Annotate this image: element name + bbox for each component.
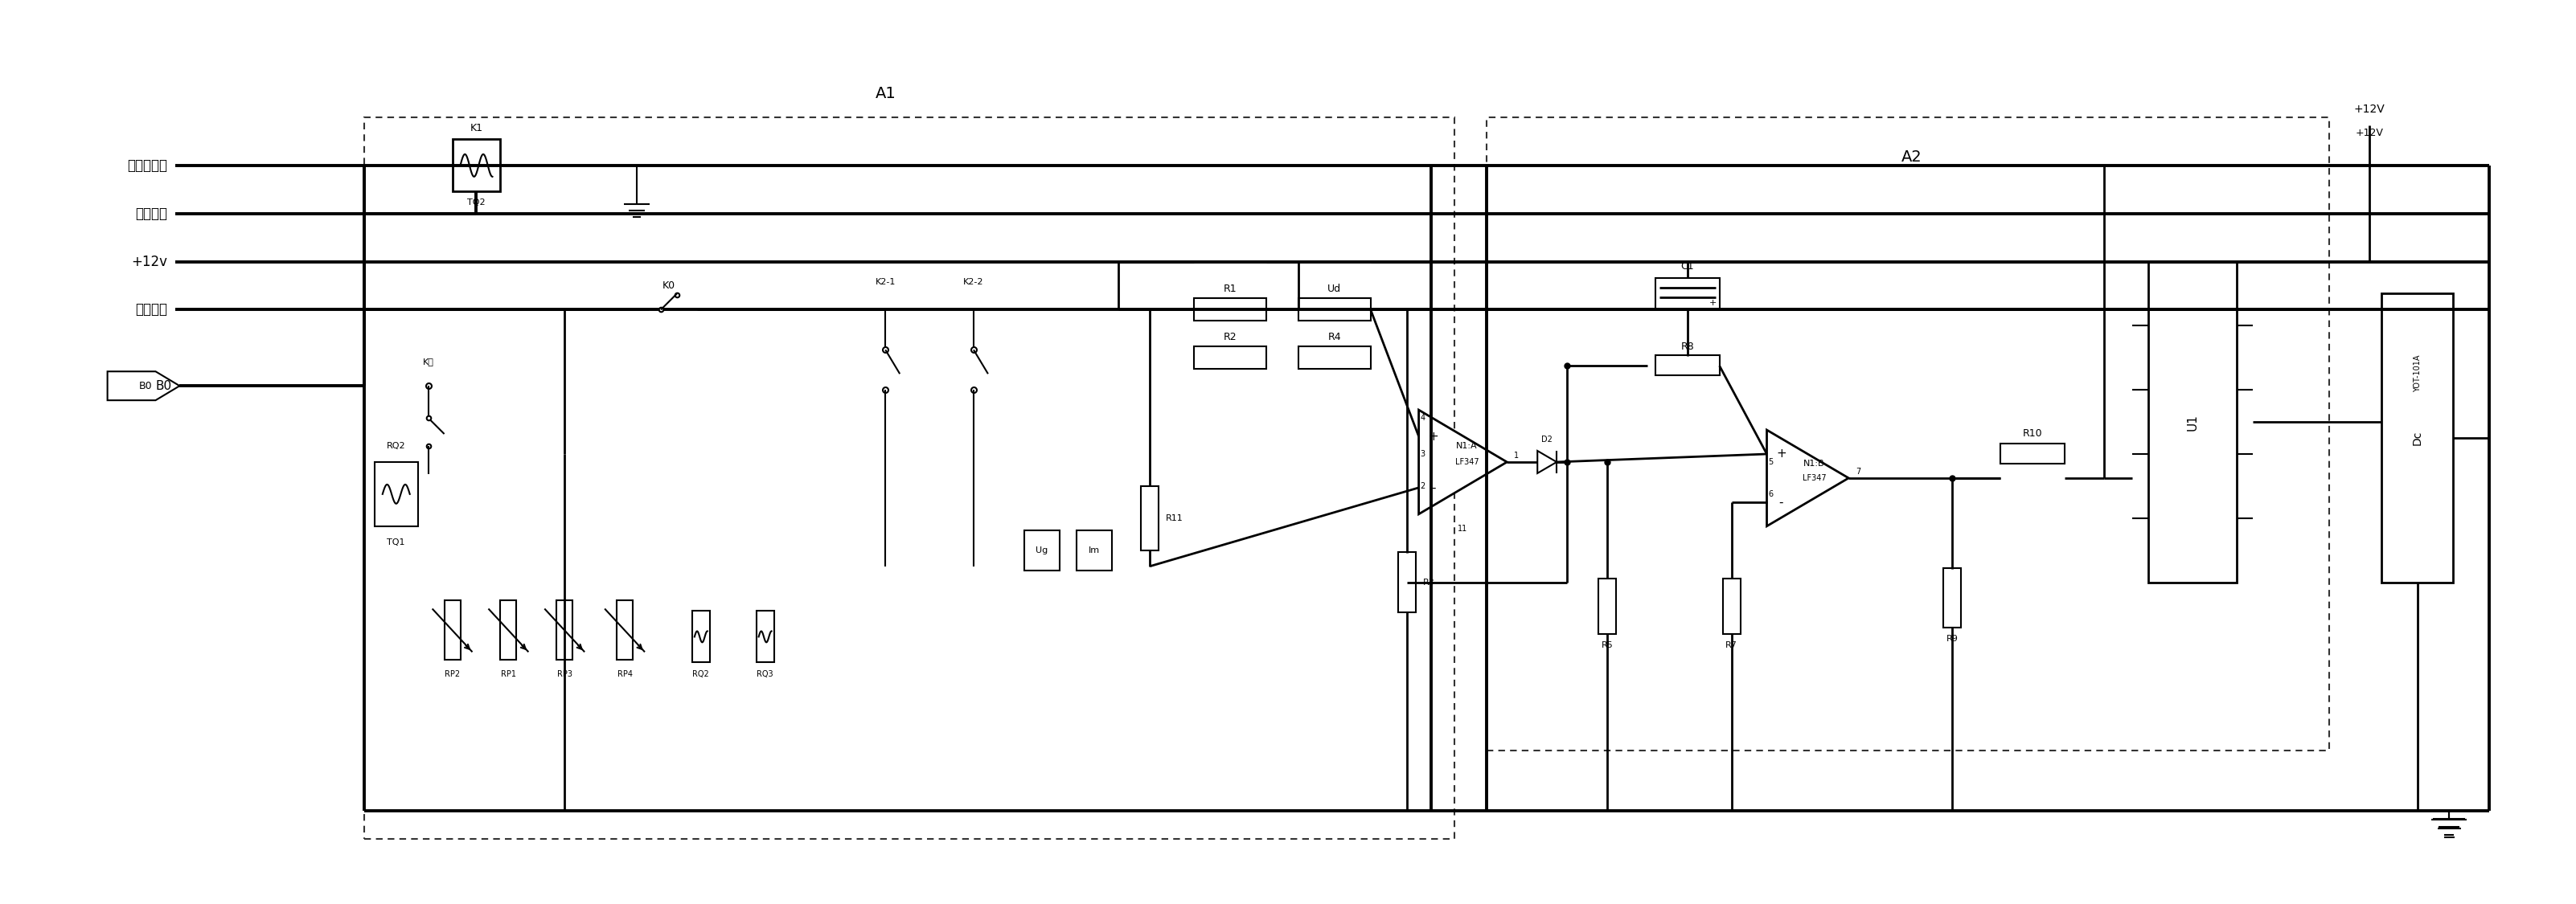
Text: A1: A1 (876, 86, 896, 101)
Text: RP2: RP2 (446, 671, 461, 679)
Text: Ud: Ud (1327, 284, 1342, 294)
Bar (1999, 444, 2063, 464)
Text: RQ2: RQ2 (386, 442, 404, 450)
Text: K0: K0 (662, 280, 675, 291)
Text: K2-1: K2-1 (876, 278, 896, 286)
Text: 出变信号: 出变信号 (137, 303, 167, 317)
Text: RQ2: RQ2 (693, 671, 708, 679)
Bar (1077, 530, 1110, 570)
Text: K1: K1 (469, 123, 482, 134)
Text: K小: K小 (422, 358, 433, 366)
Text: R8: R8 (1680, 342, 1692, 352)
Bar (693, 610, 708, 663)
Text: Ug: Ug (1036, 546, 1048, 554)
Bar (1486, 118, 2329, 750)
Text: 3: 3 (1419, 450, 1425, 458)
Text: +: + (1775, 448, 1785, 460)
Bar (1942, 568, 1960, 628)
Text: R2: R2 (1224, 332, 1236, 343)
Bar (1141, 486, 1159, 551)
Text: B0: B0 (155, 380, 173, 392)
Bar (443, 600, 461, 660)
Text: YOT-101A: YOT-101A (2414, 355, 2421, 392)
Text: 1: 1 (1515, 452, 1520, 459)
Text: RQ3: RQ3 (757, 671, 773, 679)
Bar (1193, 346, 1265, 369)
Text: K2-2: K2-2 (963, 278, 984, 286)
Text: U1: U1 (2187, 413, 2197, 430)
Text: R3: R3 (1422, 579, 1435, 587)
Bar (2148, 261, 2236, 582)
Text: RP1: RP1 (500, 671, 515, 679)
Bar (1654, 355, 1718, 375)
Text: R7: R7 (1726, 642, 1736, 650)
Bar (1298, 346, 1370, 369)
Bar (1597, 579, 1615, 635)
Text: D2: D2 (1540, 436, 1553, 444)
Polygon shape (1419, 410, 1507, 514)
Text: Dc: Dc (2411, 430, 2421, 446)
Text: Im: Im (1087, 546, 1100, 554)
Bar (374, 462, 417, 526)
Bar (363, 118, 1455, 839)
Text: 5: 5 (1767, 458, 1772, 466)
Bar (1023, 530, 1059, 570)
Text: R5: R5 (1600, 642, 1613, 650)
Bar (2380, 294, 2452, 582)
Text: RP3: RP3 (556, 671, 572, 679)
Text: N1:A: N1:A (1455, 442, 1476, 450)
Text: A2: A2 (1901, 150, 1922, 165)
Bar (1396, 551, 1414, 612)
Bar (755, 610, 773, 663)
Bar (556, 600, 572, 660)
Text: +: + (1427, 430, 1437, 442)
Text: 11: 11 (1458, 524, 1468, 532)
Text: +12V: +12V (2352, 104, 2383, 115)
Polygon shape (1767, 430, 1847, 526)
Text: R11: R11 (1164, 514, 1182, 523)
Text: +12V: +12V (2354, 128, 2383, 138)
Bar (1654, 278, 1718, 310)
Bar (453, 139, 500, 191)
Text: LF347: LF347 (1801, 474, 1826, 482)
Text: 6: 6 (1767, 490, 1772, 498)
Text: +: + (1708, 299, 1716, 307)
Text: 7: 7 (1855, 467, 1860, 476)
Bar (1193, 298, 1265, 321)
Text: R9: R9 (1945, 636, 1958, 643)
Text: RP4: RP4 (616, 671, 631, 679)
Text: 高压触发号: 高压触发号 (126, 158, 167, 173)
Text: N1:B: N1:B (1803, 459, 1824, 467)
Text: TQ2: TQ2 (466, 198, 484, 206)
Text: +12v: +12v (131, 254, 167, 268)
Text: B0: B0 (139, 381, 152, 391)
Polygon shape (108, 372, 180, 400)
Bar (500, 600, 515, 660)
Text: TQ1: TQ1 (386, 538, 404, 546)
Text: 4: 4 (1419, 414, 1425, 422)
Text: R1: R1 (1224, 284, 1236, 294)
Text: R10: R10 (2022, 428, 2043, 438)
Text: -: - (1777, 496, 1783, 508)
Text: C1: C1 (1680, 261, 1692, 272)
Polygon shape (1538, 451, 1556, 473)
Bar (616, 600, 634, 660)
Bar (1723, 579, 1739, 635)
Text: -: - (1430, 482, 1435, 494)
Text: LF347: LF347 (1455, 458, 1479, 466)
Text: 2: 2 (1419, 482, 1425, 490)
Text: R4: R4 (1327, 332, 1340, 343)
Bar (1298, 298, 1370, 321)
Text: 触发信号: 触发信号 (137, 206, 167, 221)
